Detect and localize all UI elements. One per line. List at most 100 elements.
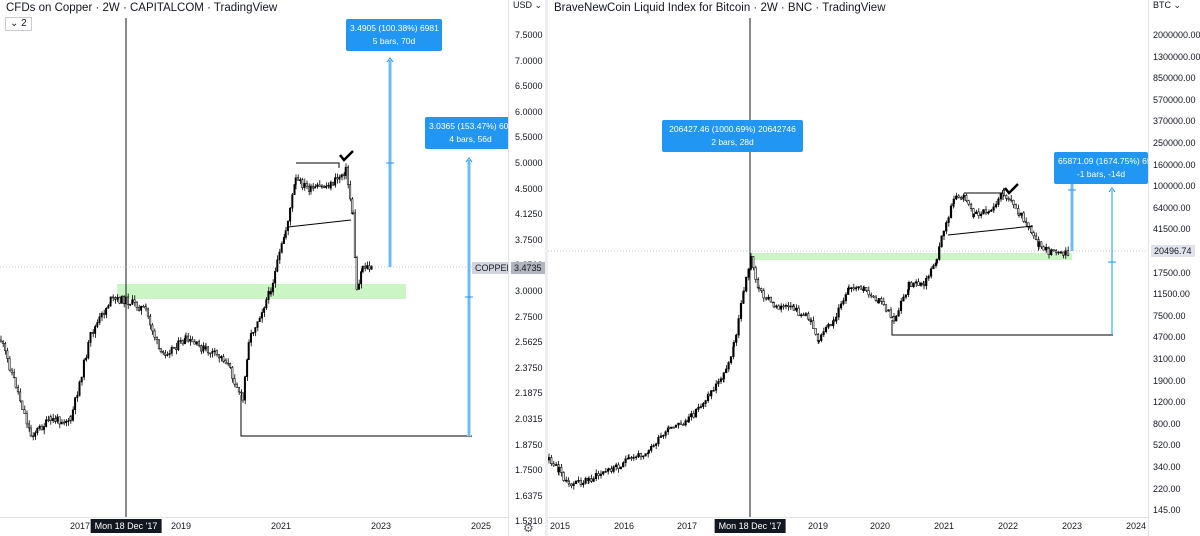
copper-chart-pane[interactable]: CFDs on Copper · 2W · CAPITALCOM · Tradi… xyxy=(0,0,508,536)
candle xyxy=(1032,232,1035,237)
arrow-up-icon xyxy=(386,57,394,63)
copper-price-plot[interactable] xyxy=(0,0,508,536)
bitcoin-price-axis[interactable]: BTC ⌄ 2000000.00 1300000.00 850000.00 57000… xyxy=(1148,0,1200,536)
time-tick: 2017 xyxy=(676,521,698,531)
candle xyxy=(274,270,277,284)
candle xyxy=(632,456,635,459)
candle xyxy=(647,450,650,454)
candle xyxy=(267,290,270,300)
measure-label-2[interactable]: 3.0365 (153.47%) 6073 4 bars, 56d xyxy=(425,117,508,149)
candle xyxy=(96,322,99,327)
candle xyxy=(854,287,858,290)
candle xyxy=(699,406,702,408)
candle xyxy=(619,466,622,469)
candle xyxy=(584,478,587,484)
candle xyxy=(161,351,164,354)
candle xyxy=(1052,249,1055,251)
candle xyxy=(200,345,203,352)
candle xyxy=(325,185,328,188)
candle xyxy=(1030,226,1033,233)
copper-time-axis[interactable]: 2017 2019 2021 2023 2025 Mon 18 Dec '17 xyxy=(0,517,508,536)
bitcoin-time-axis[interactable]: 2015 2016 2017 2019 2020 2021 2022 2023 2024 Mon… xyxy=(548,517,1148,536)
measure-label-2[interactable]: 65871.09 (1674.75%) 6587109 -1 bars, -14… xyxy=(1054,152,1148,184)
collapse-legend-button[interactable]: ⌄ 2 xyxy=(5,17,32,31)
pane-divider[interactable] xyxy=(545,0,548,536)
candle xyxy=(102,312,105,315)
candle xyxy=(579,480,582,486)
candle xyxy=(177,340,180,350)
candle xyxy=(775,305,778,308)
candle xyxy=(874,296,877,301)
candle xyxy=(314,186,317,189)
candle xyxy=(837,307,840,318)
candle xyxy=(62,421,65,424)
candle xyxy=(1009,198,1013,201)
candle xyxy=(987,211,990,213)
candle xyxy=(889,309,892,319)
candle xyxy=(1057,251,1060,254)
candle xyxy=(757,287,760,289)
candle xyxy=(897,310,900,317)
candle xyxy=(670,426,673,429)
price-tick: 1.8750 xyxy=(515,439,543,450)
candle xyxy=(286,220,289,231)
candle xyxy=(349,184,352,200)
copper-price-axis[interactable]: USD ⌄ 7.5000 7.0000 6.5000 6.0000 5.5000 5.00… xyxy=(508,0,546,536)
neckline xyxy=(287,219,352,228)
candle xyxy=(557,466,560,473)
candle xyxy=(694,409,698,418)
price-tick: 1.6375 xyxy=(515,490,543,501)
measure-label-1[interactable]: 206427.46 (1000.69%) 20642746 2 bars, 28… xyxy=(662,120,803,152)
candle xyxy=(126,296,129,305)
candle xyxy=(965,195,968,202)
candle xyxy=(862,286,865,291)
settings-gear-icon[interactable]: ⚙ xyxy=(523,521,534,535)
time-tick: 2019 xyxy=(170,521,192,531)
candle xyxy=(767,296,770,300)
bitcoin-price-plot[interactable] xyxy=(548,0,1148,536)
candle xyxy=(932,265,935,270)
measure-label-1[interactable]: 3.4905 (100.38%) 6981 5 bars, 70d xyxy=(346,19,442,51)
candle xyxy=(667,427,670,430)
candle xyxy=(562,472,565,481)
candle xyxy=(320,185,323,188)
candle xyxy=(912,282,915,287)
candle xyxy=(1042,246,1045,251)
currency-menu[interactable]: BTC ⌄ xyxy=(1153,0,1181,11)
chart-title: CFDs on Copper · 2W · CAPITALCOM · Tradi… xyxy=(6,2,278,14)
candle xyxy=(955,195,958,200)
candle xyxy=(727,362,730,370)
candle xyxy=(1066,250,1070,256)
candle xyxy=(887,309,890,312)
candle xyxy=(331,182,334,186)
candle xyxy=(592,478,595,482)
candle xyxy=(360,271,363,285)
candle xyxy=(336,177,339,180)
time-tick: 2023 xyxy=(1061,521,1083,531)
candle xyxy=(902,296,905,302)
currency-menu[interactable]: USD ⌄ xyxy=(513,0,542,11)
candle xyxy=(249,332,252,343)
candle xyxy=(570,483,573,486)
candle xyxy=(839,303,843,309)
candle xyxy=(624,458,627,463)
candle xyxy=(1062,251,1065,256)
candle xyxy=(929,268,933,277)
candle xyxy=(153,330,156,338)
candle xyxy=(366,265,369,269)
candle xyxy=(289,207,292,222)
candle xyxy=(742,290,745,293)
candle xyxy=(997,198,1000,205)
candle xyxy=(737,318,740,336)
candle xyxy=(682,424,685,426)
bitcoin-chart-pane[interactable]: BraveNewCoin Liquid Index for Bitcoin · … xyxy=(548,0,1148,536)
candle xyxy=(94,326,97,334)
candle xyxy=(351,212,354,215)
candle xyxy=(602,471,605,475)
candle xyxy=(361,265,364,272)
price-tick: 800.00 xyxy=(1153,418,1181,429)
candle xyxy=(867,290,870,296)
candle xyxy=(213,350,216,353)
candle xyxy=(241,392,244,401)
candle xyxy=(344,166,347,176)
